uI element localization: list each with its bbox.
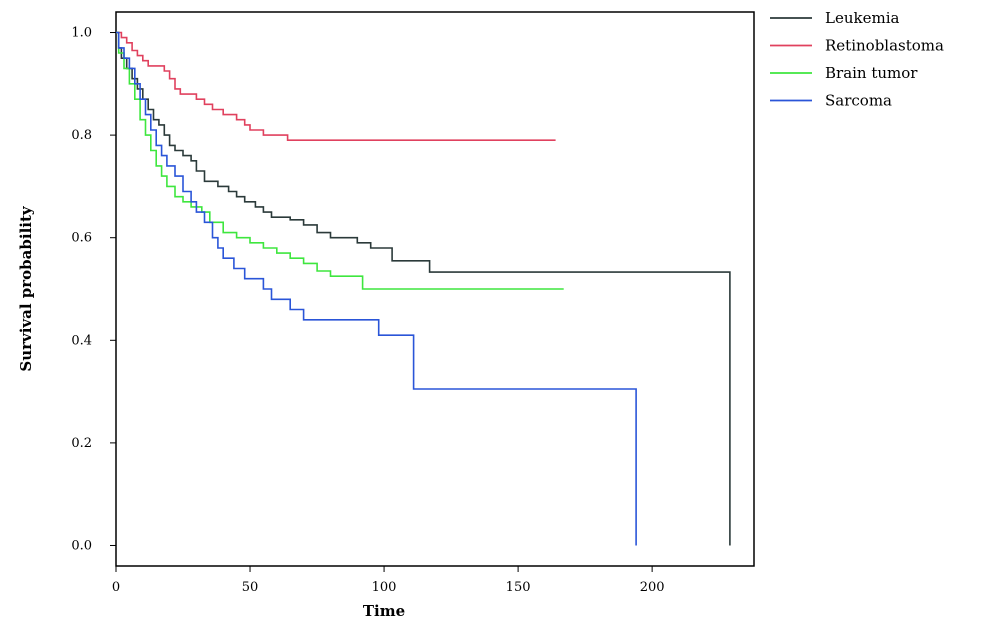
x-tick-label: 200 bbox=[640, 580, 665, 595]
series-line-sarcoma bbox=[116, 31, 637, 546]
y-tick-label: 0.4 bbox=[71, 333, 92, 348]
y-tick-label: 0.2 bbox=[71, 436, 92, 451]
series-line-brain-tumor bbox=[116, 31, 564, 290]
legend-label: Leukemia bbox=[825, 9, 899, 27]
y-tick-label: 1.0 bbox=[71, 26, 92, 41]
series-line-retinoblastoma bbox=[116, 31, 556, 141]
legend-label: Brain tumor bbox=[825, 64, 918, 82]
y-tick-label: 0.8 bbox=[71, 128, 92, 143]
x-tick-label: 100 bbox=[372, 580, 397, 595]
legend-label: Sarcoma bbox=[825, 92, 892, 110]
series-line-leukemia bbox=[116, 31, 731, 546]
plot-frame bbox=[115, 11, 755, 567]
legend-label: Retinoblastoma bbox=[825, 37, 944, 55]
y-tick-label: 0.0 bbox=[71, 538, 92, 553]
y-tick-label: 0.6 bbox=[71, 231, 92, 246]
x-tick-label: 0 bbox=[112, 580, 120, 595]
x-axis-ticks: 0 50 100 150 200 bbox=[112, 566, 665, 595]
y-axis-title: Survival probability bbox=[17, 205, 35, 372]
series-layer bbox=[116, 31, 731, 546]
x-tick-label: 50 bbox=[242, 580, 259, 595]
y-axis-ticks: 0.0 0.2 0.4 0.6 0.8 1.0 bbox=[71, 26, 116, 553]
legend: Leukemia Retinoblastoma Brain tumor Sarcoma bbox=[770, 9, 944, 110]
x-tick-label: 150 bbox=[506, 580, 531, 595]
x-axis-title: Time bbox=[363, 602, 405, 620]
